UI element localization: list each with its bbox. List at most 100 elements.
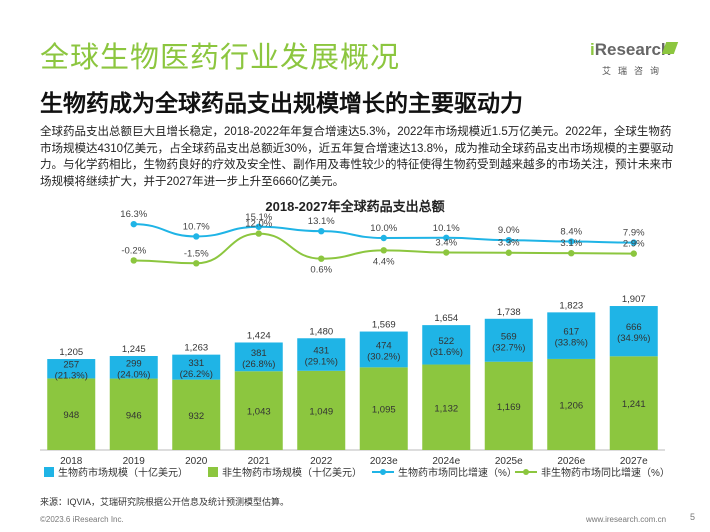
spending-chart: 948 257(21.3%) 1,205 2018 946 299(24.0%) 1,245… [40,210,670,479]
label-bio-share-2018: (21.3%) [55,371,88,382]
label-nonbio-2024e: 1,132 [434,403,458,414]
label-nonbio-2027e: 1,241 [622,399,646,410]
label-bio-share-2022: (29.1%) [305,357,338,368]
logo-tag-icon [661,42,679,54]
label-bio-share-2026e: (33.8%) [555,338,588,349]
growth-label-nonbio-2024e: 3.4% [435,238,457,249]
bar-bio-2024e [422,325,471,365]
legend-nonbio-growth: 非生物药市场同比增速（%） [541,466,670,479]
growth-point-bio-2019 [130,220,137,228]
growth-label-nonbio-2026e: 3.1% [560,238,582,249]
label-bio-share-2025e: (32.7%) [492,342,525,353]
label-bio-2019: 299 [126,358,142,369]
growth-point-bio-2021 [255,223,262,230]
logo-prefix: i [590,40,595,59]
bar-nonbio-2022 [297,370,346,450]
label-nonbio-2026e: 1,206 [559,400,583,411]
bar-bio-2023e [359,331,408,368]
legend-nonbio: 非生物药市场规模（十亿美元） [222,466,362,479]
label-bio-share-2021: (26.8%) [242,359,275,370]
growth-label-bio-2026e: 8.4% [560,227,582,238]
growth-label-bio-2021: 15.1% [245,212,272,223]
bar-bio-2020 [172,354,221,380]
bar-nonbio-2027e [609,356,658,450]
label-total-2026e: 1,823 [559,300,583,311]
label-nonbio-2022: 1,049 [309,406,333,417]
bar-bio-2027e [609,306,658,357]
tick-2021: 2021 [248,456,271,467]
growth-point-bio-2024e [443,234,450,241]
growth-point-nonbio-2027e [630,250,637,257]
bar-nonbio-2023e [359,367,408,450]
legend-dot-nonbio-growth [523,469,529,475]
bar-bio-2018 [47,359,96,379]
logo-wordmark: iResearch [590,40,671,60]
label-total-2027e: 1,907 [622,294,646,305]
tick-2024e: 2024e [432,456,460,467]
label-bio-2027e: 666 [626,322,642,333]
growth-point-nonbio-2019 [130,257,137,264]
growth-label-bio-2027e: 7.9% [623,228,645,239]
bar-nonbio-2024e [422,364,471,450]
label-bio-2020: 331 [188,358,204,369]
growth-label-bio-2019: 16.3% [120,210,147,220]
tick-2018: 2018 [60,456,83,467]
growth-point-nonbio-2021 [255,230,262,237]
tick-2023e: 2023e [370,456,398,467]
label-bio-2025e: 569 [501,331,517,342]
label-total-2019: 1,245 [122,344,146,355]
label-total-2022: 1,480 [309,326,333,337]
label-total-2018: 1,205 [59,347,83,358]
growth-label-nonbio-2019: -0.2% [121,245,146,256]
label-bio-share-2020: (26.2%) [180,369,213,380]
chart-title: 2018-2027年全球药品支出总额 [265,199,445,214]
label-bio-share-2019: (24.0%) [117,369,150,380]
growth-label-nonbio-2023e: 4.4% [373,256,395,267]
logo-cn: 艾瑞咨询 [602,66,667,76]
growth-point-nonbio-2022 [318,255,325,262]
growth-label-nonbio-2025e: 3.3% [498,238,520,249]
tick-2025e: 2025e [495,456,523,467]
page-title: 全球生物医药行业发展概况 [40,42,401,74]
growth-point-bio-2026e [568,238,575,245]
label-nonbio-2021: 1,043 [247,407,271,418]
growth-point-nonbio-2025e [505,249,512,256]
bar-bio-2025e [484,318,533,362]
legend-swatch-nonbio [208,467,218,477]
growth-label-bio-2023e: 10.0% [370,223,397,234]
legend-dot-bio-growth [380,469,386,475]
growth-label-nonbio-2020: -1.5% [184,248,209,259]
tick-2020: 2020 [185,456,208,467]
label-nonbio-2023e: 1,095 [372,405,396,416]
label-total-2023e: 1,569 [372,320,396,331]
label-bio-2018: 257 [63,360,79,371]
growth-point-bio-2020 [193,233,200,240]
label-bio-2026e: 617 [563,327,579,338]
bar-nonbio-2021 [234,371,283,450]
growth-line-bio [133,223,634,244]
tick-2026e: 2026e [557,456,585,467]
growth-line-nonbio [133,232,634,265]
bar-nonbio-2019 [109,378,158,450]
source-note: 来源：IQVIA，艾瑞研究院根据公开信息及统计预测模型估算。 [40,497,290,507]
growth-point-nonbio-2020 [193,260,200,267]
growth-point-bio-2022 [318,227,325,235]
iresearch-logo: iResearch 艾瑞咨询 [590,40,680,84]
legend-bio-growth: 生物药市场同比增速（%） [398,466,517,479]
label-bio-share-2024e: (31.6%) [430,347,463,358]
label-bio-2021: 381 [251,348,267,359]
bar-nonbio-2020 [172,379,221,450]
growth-point-bio-2025e [505,237,512,244]
legend-swatch-bio [44,467,54,477]
label-total-2025e: 1,738 [497,307,521,318]
bar-nonbio-2025e [484,361,533,450]
growth-label-bio-2020: 10.7% [183,221,210,232]
tick-2027e: 2027e [620,456,648,467]
growth-point-bio-2023e [380,234,387,242]
label-bio-share-2023e: (30.2%) [367,351,400,362]
growth-point-nonbio-2024e [443,249,450,256]
growth-label-nonbio-2027e: 2.9% [623,239,645,250]
site-url: www.iresearch.com.cn [586,515,667,524]
intro-paragraph: 全球药品支出总额巨大且增长稳定，2018-2022年年复合增速达5.3%，202… [40,126,674,188]
bar-bio-2026e [547,312,596,359]
